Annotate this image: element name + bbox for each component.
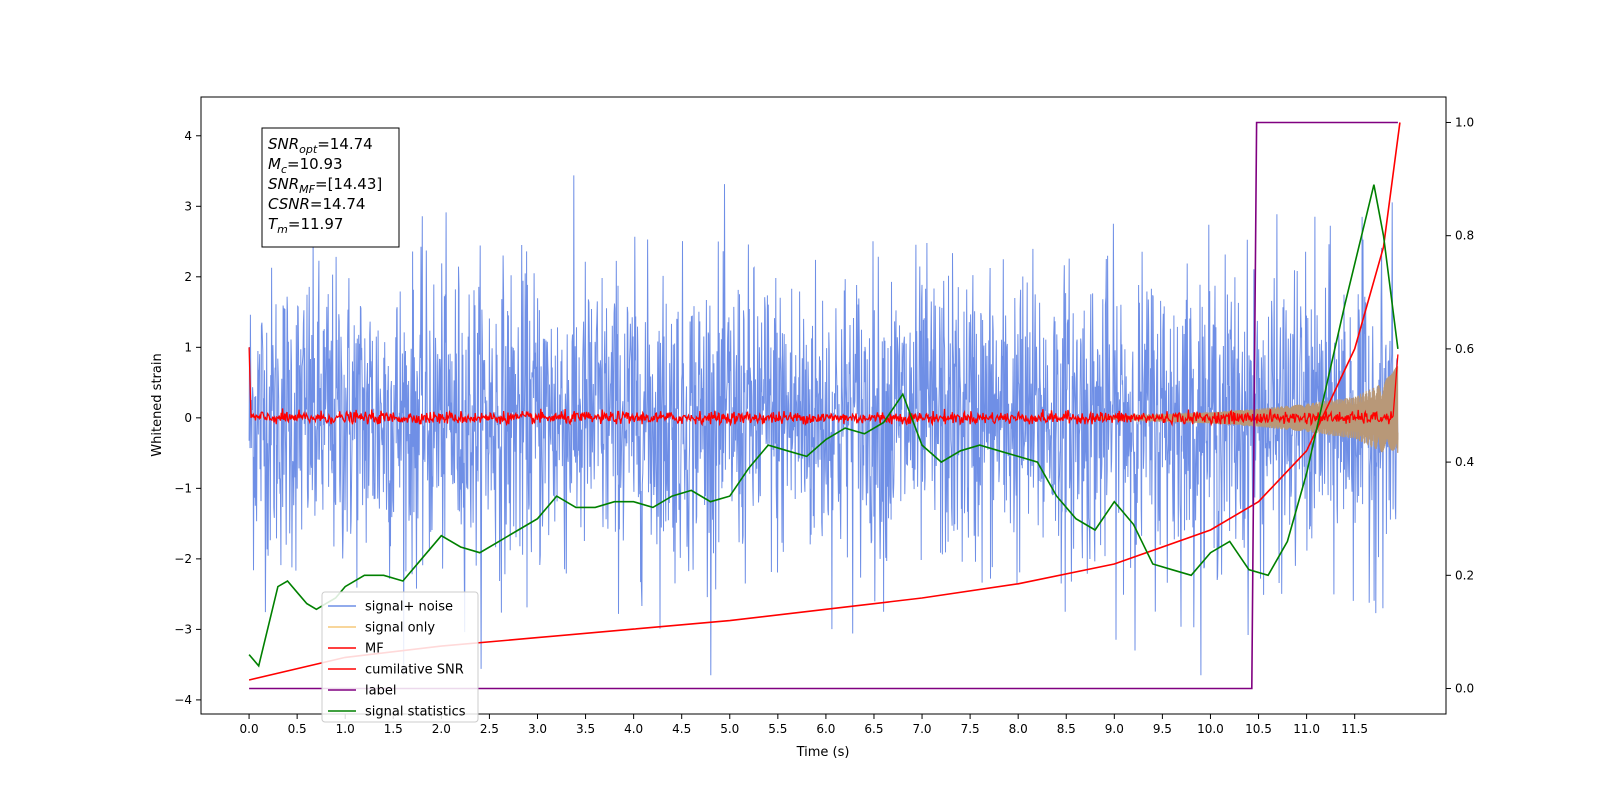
x-tick-label: 10.0 <box>1197 722 1224 736</box>
y-axis-label: Whitened strain <box>150 353 165 456</box>
legend: signal+ noise signal only MF cumilative SNR… <box>321 591 479 723</box>
y-left-tick-label: −4 <box>174 693 192 707</box>
series-signal-noise-line <box>248 175 1399 676</box>
x-tick-label: 3.5 <box>576 722 595 736</box>
legend-label: MF <box>365 642 384 657</box>
x-tick-label: 9.0 <box>1105 722 1124 736</box>
y-left-tick-label: 2 <box>184 270 192 284</box>
y-axis-left: 4 3 2 1 0 −1 −2 −3 −4 <box>174 129 201 707</box>
y-left-tick-label: −2 <box>174 552 192 566</box>
series-mf-line <box>248 347 1399 427</box>
annotation-symbol: M <box>268 155 281 173</box>
annotation-value: =11.97 <box>288 215 344 233</box>
y-left-tick-label: 3 <box>184 199 192 213</box>
x-axis: 0.0 0.5 1.0 1.5 2.0 2.5 3.0 3.5 4.0 4.5 5.0 5.5 6.0 6… <box>240 714 1368 736</box>
annotation-value: =[14.43] <box>315 175 382 193</box>
x-tick-label: 4.5 <box>672 722 691 736</box>
annotation-symbol: SNR <box>268 175 299 193</box>
x-tick-label: 6.0 <box>816 722 835 736</box>
annotation-line: Tm=11.97 <box>268 215 343 236</box>
annotation-frame <box>261 127 400 248</box>
annotation-symbol: CSNR <box>268 195 310 213</box>
y-left-tick-label: 0 <box>184 411 192 425</box>
x-tick-label: 3.0 <box>528 722 547 736</box>
annotation-subscript: opt <box>299 143 318 156</box>
x-tick-label: 10.5 <box>1245 722 1272 736</box>
x-tick-label: 4.0 <box>624 722 643 736</box>
y-right-tick-label: 0.6 <box>1455 342 1474 356</box>
annotation-symbol: SNR <box>268 135 299 153</box>
y-right-tick-label: 1.0 <box>1455 115 1474 129</box>
x-tick-label: 5.0 <box>720 722 739 736</box>
x-tick-label: 11.0 <box>1293 722 1320 736</box>
legend-frame <box>321 591 479 723</box>
legend-label: signal only <box>365 621 435 636</box>
x-tick-label: 2.0 <box>432 722 451 736</box>
y-right-tick-label: 0.8 <box>1455 229 1474 243</box>
series-cumulative-snr-line <box>248 122 1401 681</box>
x-tick-label: 2.5 <box>480 722 499 736</box>
plot-area <box>248 121 1401 690</box>
y-left-tick-label: −1 <box>174 481 192 495</box>
x-tick-label: 8.0 <box>1009 722 1028 736</box>
y-left-tick-label: 1 <box>184 340 192 354</box>
x-tick-label: 7.0 <box>912 722 931 736</box>
annotation-subscript: m <box>277 223 288 236</box>
y-axis-right: 1.0 0.8 0.6 0.4 0.2 0.0 <box>1446 115 1474 696</box>
series-signal-statistics-line <box>248 184 1399 668</box>
annotation-subscript: MF <box>299 183 315 196</box>
x-tick-label: 0.5 <box>288 722 307 736</box>
legend-label: signal+ noise <box>365 600 453 615</box>
y-left-tick-label: 4 <box>184 129 192 143</box>
x-tick-label: 1.5 <box>384 722 403 736</box>
series-label-line <box>249 121 1398 690</box>
annotation-line: SNRopt=14.74 <box>268 135 373 156</box>
x-tick-label: 5.5 <box>768 722 787 736</box>
annotation-value: =14.74 <box>317 135 373 153</box>
y-right-tick-label: 0.4 <box>1455 455 1474 469</box>
legend-label: label <box>365 684 396 699</box>
y-left-tick-label: −3 <box>174 622 192 636</box>
x-tick-label: 9.5 <box>1153 722 1172 736</box>
annotation-line: SNRMF=[14.43] <box>268 175 382 196</box>
x-tick-label: 8.5 <box>1057 722 1076 736</box>
x-tick-label: 6.5 <box>864 722 883 736</box>
legend-label: cumilative SNR <box>365 663 464 678</box>
annotation-line: CSNR=14.74 <box>268 195 365 213</box>
x-tick-label: 7.5 <box>961 722 980 736</box>
annotation-line: Mc=10.93 <box>268 155 343 176</box>
y-right-tick-label: 0.2 <box>1455 568 1474 582</box>
annotation-value: =10.93 <box>287 155 343 173</box>
annotation-subscript: c <box>281 163 287 176</box>
x-axis-label: Time (s) <box>796 745 850 760</box>
x-tick-label: 11.5 <box>1341 722 1368 736</box>
x-tick-label: 1.0 <box>336 722 355 736</box>
annotation-symbol: T <box>268 215 279 233</box>
x-tick-label: 0.0 <box>240 722 259 736</box>
annotation-value: =14.74 <box>310 195 366 213</box>
axes-frame <box>200 96 1447 715</box>
y-right-tick-label: 0.0 <box>1455 682 1474 696</box>
stats-annotation-box: SNRopt=14.74Mc=10.93SNRMF=[14.43]CSNR=14… <box>261 127 400 248</box>
legend-label: signal statistics <box>365 705 466 720</box>
